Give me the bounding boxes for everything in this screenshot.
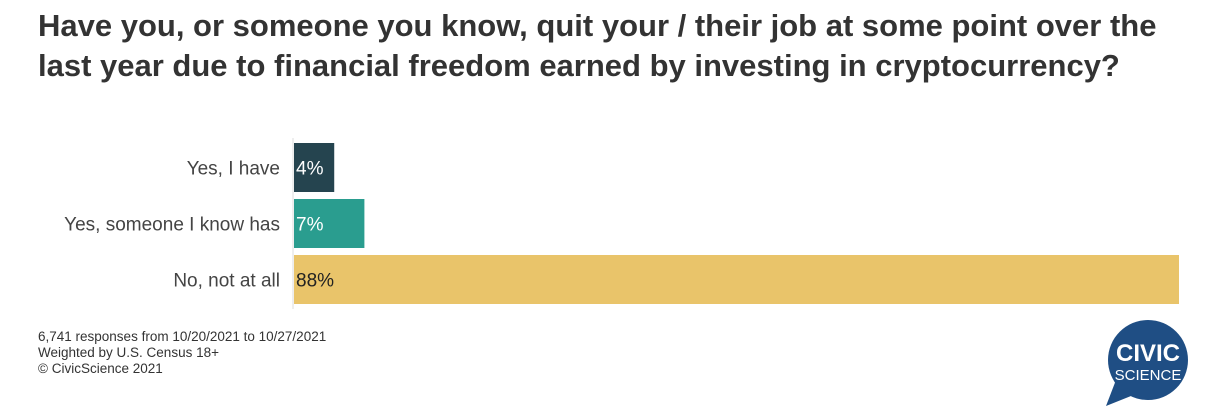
data-label: 7% xyxy=(296,215,324,236)
svg-text:SCIENCE: SCIENCE xyxy=(1115,367,1182,384)
note-copyright: © CivicScience 2021 xyxy=(38,361,163,376)
svg-text:CIVIC: CIVIC xyxy=(1116,340,1180,367)
chart-title: Have you, or someone you know, quit your… xyxy=(38,8,1157,83)
data-label: 4% xyxy=(296,159,324,180)
data-label: 88% xyxy=(296,271,334,292)
bar-0 xyxy=(294,143,335,192)
bar-1 xyxy=(294,199,365,248)
category-label: No, not at all xyxy=(173,271,280,292)
note-responses: 6,741 responses from 10/20/2021 to 10/27… xyxy=(38,329,327,344)
note-weighting: Weighted by U.S. Census 18+ xyxy=(38,345,219,360)
civicscience-logo: CIVIC SCIENCE xyxy=(1106,320,1188,406)
bar-2 xyxy=(294,255,1179,304)
category-label: Yes, someone I know has xyxy=(64,215,280,236)
category-label: Yes, I have xyxy=(187,159,280,180)
bar-chart: Yes, I have 4% Yes, someone I know has 7% No… xyxy=(64,138,1179,309)
footnotes: 6,741 responses from 10/20/2021 to 10/27… xyxy=(38,329,326,377)
